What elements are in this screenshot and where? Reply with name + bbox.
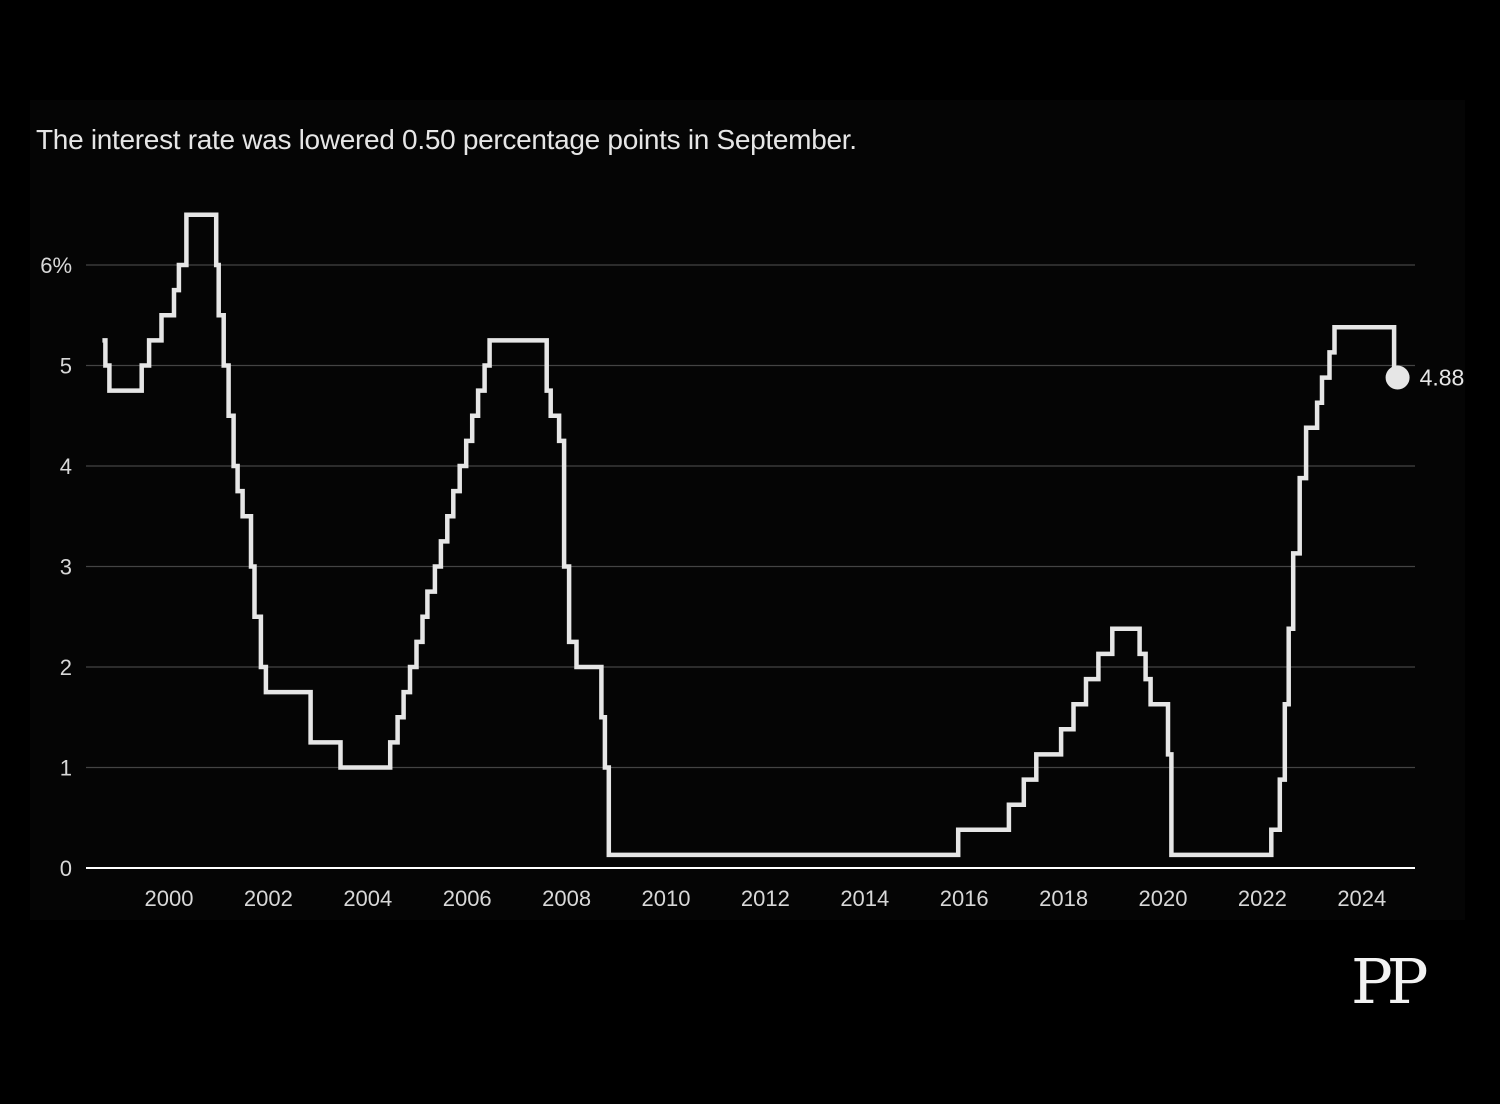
end-point-marker bbox=[1385, 365, 1410, 390]
y-tick-label: 4 bbox=[60, 454, 72, 479]
y-tick-label: 6% bbox=[40, 253, 72, 278]
y-tick-label: 1 bbox=[60, 756, 72, 781]
x-tick-label: 2000 bbox=[145, 886, 194, 911]
x-tick-label: 2008 bbox=[542, 886, 591, 911]
y-tick-label: 3 bbox=[60, 555, 72, 580]
y-tick-label: 2 bbox=[60, 655, 72, 680]
x-tick-label: 2006 bbox=[443, 886, 492, 911]
y-tick-label: 0 bbox=[60, 856, 72, 881]
y-tick-labels: 0 1 2 3 4 5 6% bbox=[40, 253, 72, 881]
chart-subtitle: The interest rate was lowered 0.50 perce… bbox=[36, 124, 857, 155]
x-tick-label: 2016 bbox=[940, 886, 989, 911]
x-tick-labels: 2000 2002 2004 2006 2008 2010 2012 2014 2016 2018… bbox=[145, 886, 1387, 911]
brand-logo: PP bbox=[1351, 945, 1427, 1018]
y-tick-label: 5 bbox=[60, 354, 72, 379]
x-tick-label: 2012 bbox=[741, 886, 790, 911]
series-line-interest-rate bbox=[102, 212, 1398, 858]
grid-layer bbox=[86, 264, 1415, 869]
end-value-label: 4.88 bbox=[1420, 365, 1465, 391]
x-tick-label: 2022 bbox=[1238, 886, 1287, 911]
x-tick-label: 2002 bbox=[244, 886, 293, 911]
x-tick-label: 2004 bbox=[343, 886, 392, 911]
x-tick-label: 2018 bbox=[1039, 886, 1088, 911]
x-tick-label: 2010 bbox=[642, 886, 691, 911]
x-tick-label: 2024 bbox=[1337, 886, 1386, 911]
chart-panel bbox=[30, 100, 1465, 920]
x-tick-label: 2014 bbox=[840, 886, 889, 911]
x-tick-label: 2020 bbox=[1139, 886, 1188, 911]
